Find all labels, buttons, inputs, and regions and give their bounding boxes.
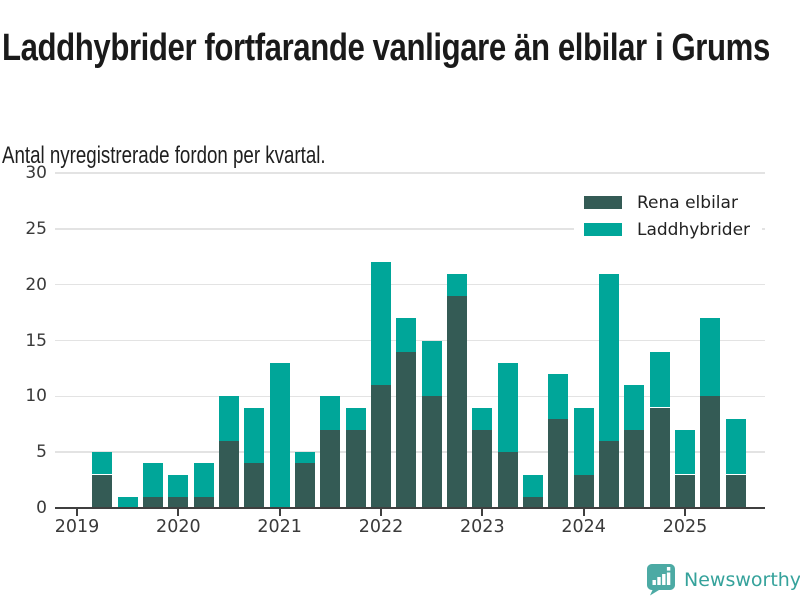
bar-segment-laddhybrider bbox=[320, 396, 341, 430]
bar-segment-laddhybrider bbox=[548, 374, 569, 419]
quarterly-registrations-chart: 0 5 10 15 20 25 30 2019 2020 2021 2022 2023 2024 202… bbox=[0, 160, 800, 560]
bar-segment-laddhybrider bbox=[522, 474, 543, 497]
bar-segment-laddhybrider bbox=[244, 407, 265, 464]
x-axis-tick-2025 bbox=[683, 509, 686, 516]
x-tick-label-2022: 2022 bbox=[358, 517, 404, 537]
bar-segment-elbilar bbox=[725, 474, 746, 508]
bar-segment-elbilar bbox=[396, 351, 417, 508]
bar-segment-elbilar bbox=[497, 452, 518, 508]
bar-segment-elbilar bbox=[421, 396, 442, 508]
bar-segment-laddhybrider bbox=[168, 474, 189, 497]
bar-segment-elbilar bbox=[320, 429, 341, 508]
x-tick-label-2025: 2025 bbox=[662, 517, 708, 537]
bar-segment-elbilar bbox=[345, 429, 366, 508]
bar-segment-laddhybrider bbox=[345, 407, 366, 430]
bar-segment-elbilar bbox=[218, 441, 239, 508]
y-tick-label-20: 20 bbox=[25, 274, 47, 295]
chart-subtitle: Antal nyregistrerade fordon per kvartal. bbox=[2, 142, 326, 169]
bar-segment-laddhybrider bbox=[649, 351, 670, 408]
bar-segment-laddhybrider bbox=[396, 318, 417, 352]
bar-segment-laddhybrider bbox=[446, 273, 467, 296]
gridline-25 bbox=[55, 228, 765, 230]
page-title: Laddhybrider fortfarande vanligare än el… bbox=[2, 27, 770, 70]
bar-segment-laddhybrider bbox=[497, 362, 518, 453]
brand-name: Newsworthy bbox=[684, 568, 800, 591]
y-tick-label-15: 15 bbox=[25, 330, 47, 351]
bar-segment-elbilar bbox=[674, 474, 695, 508]
x-axis-tick-2024 bbox=[582, 509, 585, 516]
x-axis-line bbox=[55, 506, 765, 509]
x-axis-tick-2021 bbox=[278, 509, 281, 516]
gridline-20 bbox=[55, 283, 765, 286]
x-tick-label-2021: 2021 bbox=[257, 517, 302, 537]
x-tick-label-2019: 2019 bbox=[54, 517, 100, 537]
bar-segment-elbilar bbox=[244, 463, 265, 508]
legend-item-rena-elbilar: Rena elbilar bbox=[584, 192, 750, 213]
x-tick-label-2023: 2023 bbox=[460, 517, 505, 537]
bar-segment-laddhybrider bbox=[573, 407, 594, 475]
bar-segment-laddhybrider bbox=[472, 407, 493, 430]
x-tick-label-2020: 2020 bbox=[156, 517, 201, 537]
bar-segment-elbilar bbox=[92, 474, 113, 508]
chart-legend: Rena elbilar Laddhybrider bbox=[574, 186, 763, 246]
bar-segment-elbilar bbox=[193, 496, 214, 508]
bar-segment-elbilar bbox=[472, 429, 493, 508]
bar-segment-elbilar bbox=[142, 496, 163, 508]
y-tick-label-5: 5 bbox=[36, 442, 47, 463]
bar-segment-laddhybrider bbox=[92, 452, 113, 475]
bar-segment-laddhybrider bbox=[725, 418, 746, 475]
bar-segment-elbilar bbox=[624, 429, 645, 508]
y-tick-label-30: 30 bbox=[25, 163, 47, 183]
bar-segment-elbilar bbox=[446, 295, 467, 508]
x-axis-tick-2022 bbox=[379, 509, 382, 516]
x-axis-tick-2020 bbox=[177, 509, 180, 516]
newsworthy-bar-chart-bubble-icon bbox=[647, 564, 675, 596]
bar-segment-laddhybrider bbox=[700, 318, 721, 397]
y-tick-label-0: 0 bbox=[36, 498, 47, 518]
bar-segment-elbilar bbox=[598, 441, 619, 508]
y-tick-label-25: 25 bbox=[25, 218, 47, 239]
x-axis-tick-2023 bbox=[481, 509, 484, 516]
bar-segment-laddhybrider bbox=[117, 496, 138, 508]
gridline-30 bbox=[55, 172, 765, 174]
y-tick-label-10: 10 bbox=[25, 386, 47, 407]
bar-segment-laddhybrider bbox=[269, 362, 290, 508]
bar-segment-elbilar bbox=[522, 496, 543, 508]
bar-segment-laddhybrider bbox=[370, 262, 391, 386]
bar-segment-laddhybrider bbox=[294, 452, 315, 464]
bar-segment-elbilar bbox=[573, 474, 594, 508]
bar-segment-laddhybrider bbox=[218, 396, 239, 441]
bar-segment-laddhybrider bbox=[598, 273, 619, 441]
x-tick-label-2024: 2024 bbox=[561, 517, 606, 537]
x-axis-tick-2019 bbox=[76, 509, 78, 516]
bar-segment-laddhybrider bbox=[142, 463, 163, 497]
bar-segment-laddhybrider bbox=[421, 340, 442, 397]
bar-segment-elbilar bbox=[649, 407, 670, 508]
bar-segment-laddhybrider bbox=[674, 429, 695, 475]
legend-swatch-laddhybrider bbox=[584, 223, 622, 236]
legend-label: Laddhybrider bbox=[637, 219, 751, 240]
bar-segment-laddhybrider bbox=[624, 385, 645, 430]
legend-label: Rena elbilar bbox=[637, 192, 738, 213]
newsworthy-branding: Newsworthy bbox=[646, 563, 800, 596]
bar-segment-elbilar bbox=[168, 496, 189, 508]
plot-area bbox=[55, 172, 765, 516]
legend-swatch-rena-elbilar bbox=[584, 196, 622, 209]
bar-segment-elbilar bbox=[294, 463, 315, 508]
bar-segment-elbilar bbox=[548, 418, 569, 508]
legend-item-laddhybrider: Laddhybrider bbox=[584, 219, 750, 240]
bar-segment-laddhybrider bbox=[193, 463, 214, 497]
bar-segment-elbilar bbox=[700, 396, 721, 508]
bar-segment-elbilar bbox=[370, 385, 391, 508]
